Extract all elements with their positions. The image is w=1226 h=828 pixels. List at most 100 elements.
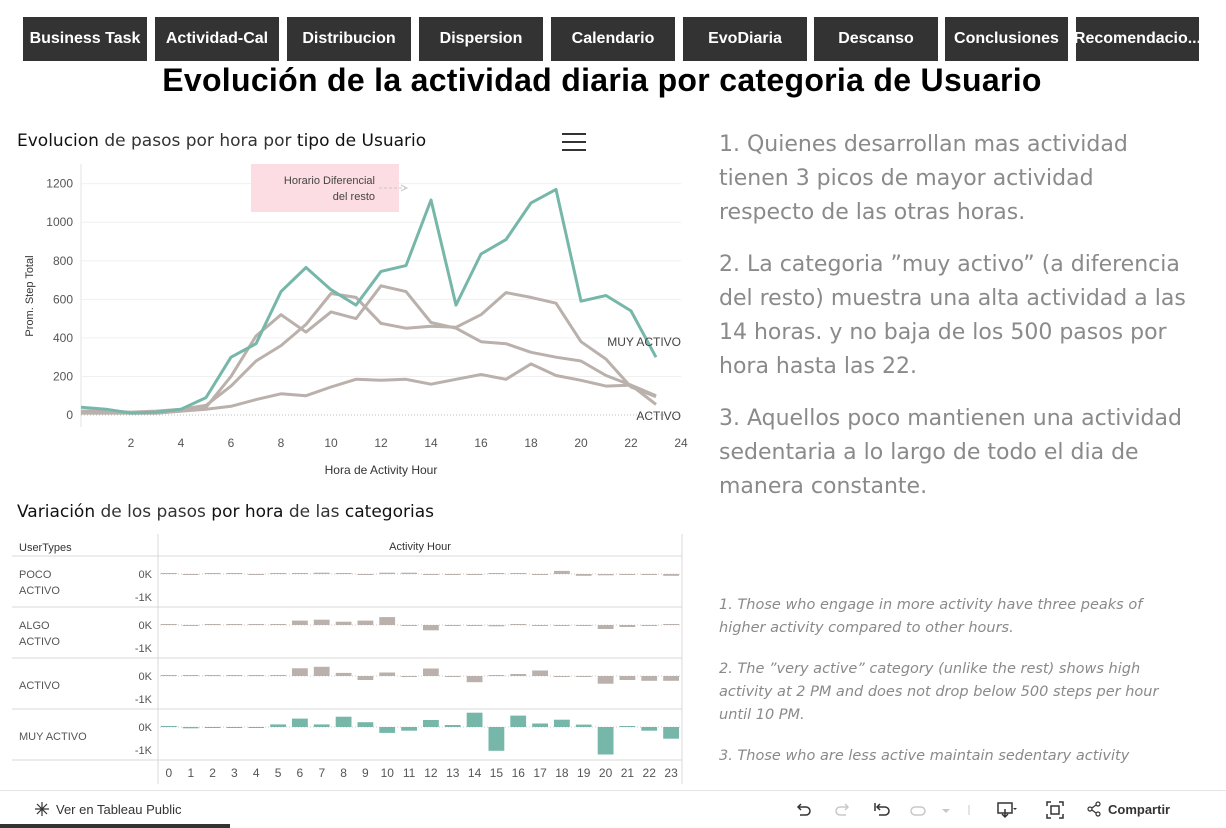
bar-1-7[interactable] [313, 619, 330, 625]
undo-icon[interactable] [792, 799, 814, 821]
bar-3-10[interactable] [379, 727, 396, 733]
bar-0-7[interactable] [313, 572, 330, 574]
bar-3-18[interactable] [554, 719, 570, 727]
bar-0-3[interactable] [226, 573, 243, 574]
tab-actividad-cal[interactable]: Actividad-Cal [155, 17, 279, 61]
series-line-1[interactable] [81, 291, 657, 414]
bar-0-14[interactable] [466, 574, 483, 575]
bar-2-21[interactable] [619, 676, 636, 680]
bar-2-5[interactable] [270, 675, 286, 676]
bar-2-16[interactable] [510, 674, 527, 676]
bar-0-18[interactable] [554, 570, 570, 574]
bar-3-3[interactable] [226, 727, 243, 728]
bar-0-6[interactable] [292, 573, 308, 574]
bar-3-15[interactable] [488, 727, 505, 751]
bar-2-22[interactable] [641, 676, 658, 681]
revert-icon[interactable] [871, 799, 893, 821]
bar-1-19[interactable] [575, 625, 592, 626]
bar-3-17[interactable] [532, 723, 548, 728]
bar-2-4[interactable] [248, 675, 265, 676]
bar-1-21[interactable] [619, 625, 636, 627]
bar-1-10[interactable] [379, 617, 396, 625]
bar-0-9[interactable] [357, 574, 374, 575]
bar-0-19[interactable] [575, 574, 592, 576]
bar-0-16[interactable] [510, 573, 527, 574]
bar-0-2[interactable] [204, 573, 221, 574]
bar-1-11[interactable] [401, 625, 417, 626]
series-line-3[interactable] [81, 362, 657, 415]
tab-conclusiones[interactable]: Conclusiones [945, 17, 1068, 61]
bar-0-11[interactable] [401, 572, 417, 574]
bar-3-6[interactable] [292, 718, 308, 727]
chevron-down-icon[interactable] [936, 799, 958, 821]
bar-0-13[interactable] [444, 574, 461, 575]
bar-0-0[interactable] [161, 573, 177, 574]
bar-0-1[interactable] [182, 574, 199, 575]
bar-3-13[interactable] [444, 725, 461, 727]
bar-1-23[interactable] [663, 624, 679, 625]
bar-2-18[interactable] [554, 676, 570, 677]
bar-1-9[interactable] [357, 620, 374, 625]
bar-3-8[interactable] [335, 716, 352, 727]
bar-1-6[interactable] [292, 620, 308, 625]
bar-2-1[interactable] [182, 675, 199, 676]
bar-2-11[interactable] [401, 676, 417, 677]
bar-1-22[interactable] [641, 625, 658, 626]
bar-3-19[interactable] [575, 724, 592, 727]
bar-1-20[interactable] [597, 625, 614, 629]
bar-1-8[interactable] [335, 621, 352, 625]
bar-3-2[interactable] [204, 727, 221, 728]
bar-1-13[interactable] [444, 625, 461, 626]
bar-2-0[interactable] [161, 675, 177, 676]
bar-3-21[interactable] [619, 726, 636, 727]
bar-0-8[interactable] [335, 573, 352, 574]
tab-business-task[interactable]: Business Task [23, 17, 147, 61]
bar-2-13[interactable] [444, 676, 461, 677]
bar-1-4[interactable] [248, 624, 265, 625]
bar-1-16[interactable] [510, 624, 527, 625]
bar-0-21[interactable] [619, 574, 636, 575]
bar-0-20[interactable] [597, 574, 614, 576]
tab-dispersion[interactable]: Dispersion [419, 17, 543, 61]
tab-descanso[interactable]: Descanso [814, 17, 938, 61]
bar-3-9[interactable] [357, 722, 374, 727]
bar-2-19[interactable] [575, 676, 592, 677]
bar-3-4[interactable] [248, 727, 265, 728]
bar-2-6[interactable] [292, 668, 308, 676]
bar-3-14[interactable] [466, 712, 483, 727]
bar-1-0[interactable] [161, 624, 177, 625]
fullscreen-icon[interactable] [1044, 799, 1066, 821]
bar-2-17[interactable] [532, 670, 548, 677]
view-on-tableau-link[interactable]: Ver en Tableau Public [34, 801, 182, 817]
bar-1-17[interactable] [532, 625, 548, 626]
bar-1-14[interactable] [466, 625, 483, 626]
bar-2-3[interactable] [226, 675, 243, 676]
bar-0-15[interactable] [488, 573, 505, 574]
tab-recomendaciones[interactable]: Recomendacio... [1076, 17, 1199, 61]
bar-1-3[interactable] [226, 624, 243, 625]
hamburger-menu-icon[interactable] [562, 133, 586, 151]
bar-3-12[interactable] [423, 720, 439, 727]
bar-3-16[interactable] [510, 715, 527, 727]
bar-1-12[interactable] [423, 625, 439, 631]
bar-0-22[interactable] [641, 574, 658, 575]
series-line-0[interactable] [80, 187, 658, 415]
bar-3-22[interactable] [641, 727, 658, 731]
bar-2-12[interactable] [423, 668, 439, 677]
bar-3-7[interactable] [313, 724, 330, 727]
series-line-2[interactable] [80, 284, 657, 415]
bar-0-17[interactable] [532, 574, 548, 575]
bar-2-15[interactable] [488, 675, 505, 676]
bar-0-12[interactable] [423, 574, 439, 575]
pause-icon[interactable] [907, 799, 929, 821]
download-icon[interactable] [996, 799, 1018, 821]
bar-3-1[interactable] [182, 727, 199, 729]
bar-1-18[interactable] [554, 625, 570, 626]
bar-2-20[interactable] [597, 676, 614, 684]
bar-2-7[interactable] [313, 666, 330, 676]
bar-3-23[interactable] [663, 727, 679, 739]
bar-2-23[interactable] [663, 676, 679, 681]
bar-2-14[interactable] [466, 676, 483, 683]
bar-0-4[interactable] [248, 574, 265, 575]
bar-1-1[interactable] [182, 625, 199, 626]
